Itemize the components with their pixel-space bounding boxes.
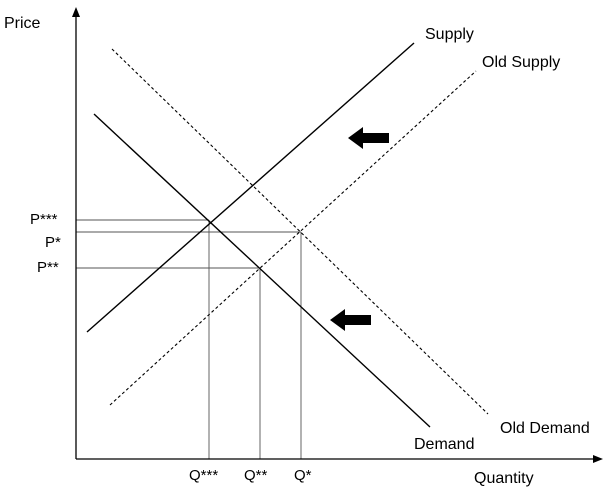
old-demand-curve: [111, 48, 489, 415]
demand-label: Demand: [414, 436, 474, 453]
old-demand-label: Old Demand: [500, 420, 590, 437]
quantity-label-q-double: Q**: [244, 467, 268, 484]
demand-curve: [93, 113, 431, 428]
supply-shift-left-arrow-icon: [348, 127, 389, 149]
demand-shift-left-arrow-icon: [330, 309, 371, 331]
guide-lines: [76, 219, 302, 459]
y-axis-label: Price: [4, 15, 41, 32]
quantity-label-q-star: Q*: [294, 467, 312, 484]
supply-label: Supply: [425, 26, 474, 43]
price-label-p-triple: P***: [30, 211, 58, 228]
quantity-label-q-triple: Q***: [189, 467, 218, 484]
price-label-p-star: P*: [45, 234, 61, 251]
price-label-p-double: P**: [37, 259, 59, 276]
old-supply-curve: [109, 70, 477, 406]
x-axis-label: Quantity: [474, 470, 534, 487]
old-supply-label: Old Supply: [482, 54, 560, 71]
supply-curve: [86, 42, 415, 333]
